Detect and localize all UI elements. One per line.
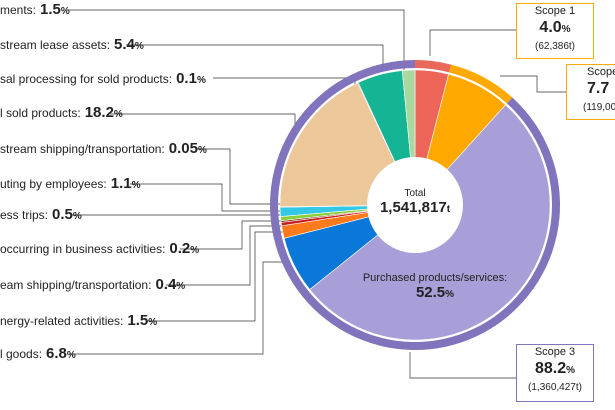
left-label-text: sal processing for sold products: xyxy=(0,72,173,86)
left-label: stream shipping/transportation: 0.05% xyxy=(0,141,207,159)
left-label-unit: % xyxy=(148,317,158,328)
scope1-unit: % xyxy=(561,24,571,35)
left-label-unit: % xyxy=(66,350,76,361)
left-label-value: 6.8 xyxy=(46,345,67,362)
left-label-value: 18.2 xyxy=(84,104,114,121)
left-label-text: eam shipping/transportation: xyxy=(0,278,152,292)
purchased-products-unit: % xyxy=(445,289,455,300)
scope3-title: Scope 3 xyxy=(534,346,576,358)
left-label-unit: % xyxy=(197,145,207,156)
scope1-box: Scope 1 4.0% (62,386t) xyxy=(516,3,594,59)
scope2-title: Scope xyxy=(587,66,615,78)
left-label: uting by employees: 1.1% xyxy=(0,176,141,194)
left-label-value: 5.4 xyxy=(114,36,135,53)
left-label-unit: % xyxy=(60,6,70,17)
purchased-products-value: 52.5 xyxy=(415,284,446,301)
total-value: 1,541,817 xyxy=(379,199,447,216)
left-label-value: 0.5 xyxy=(52,206,73,223)
left-label: stream lease assets: 5.4% xyxy=(0,37,144,55)
left-label-value: 0.05 xyxy=(168,140,198,157)
left-label: l goods: 6.8% xyxy=(0,346,76,364)
left-label-unit: % xyxy=(134,41,144,52)
scope2-value: 7.7 xyxy=(587,80,610,97)
left-label: sal processing for sold products: 0.1% xyxy=(0,71,206,89)
left-label-text: ments: xyxy=(0,3,37,17)
leader-line xyxy=(180,220,285,250)
left-label: nergy-related activities: 1.5% xyxy=(0,313,157,331)
leader-line xyxy=(409,352,516,379)
left-label-unit: % xyxy=(72,211,82,222)
scope3-box: Scope 3 88.2% (1,360,427t) xyxy=(516,344,594,402)
scope1-tons: (62,386t) xyxy=(534,41,576,52)
leader-line xyxy=(146,231,285,322)
leader-line xyxy=(126,44,384,70)
left-label-text: stream lease assets: xyxy=(0,38,111,52)
left-label-text: uting by employees: xyxy=(0,177,107,191)
scope-ring-segment xyxy=(415,60,452,73)
purchased-products-name: Purchased products/services: xyxy=(362,272,508,284)
left-label-text: occurring in business activities: xyxy=(0,242,166,256)
leader-line xyxy=(166,225,285,286)
left-label-text: ess trips: xyxy=(0,208,49,222)
left-label-unit: % xyxy=(113,109,123,120)
left-label-unit: % xyxy=(196,75,206,86)
total-unit: t xyxy=(446,204,451,215)
scope3-value: 88.2 xyxy=(534,360,567,377)
scope1-title: Scope 1 xyxy=(534,5,576,17)
left-label: l sold products: 18.2% xyxy=(0,105,123,123)
scope-ring-segment xyxy=(449,64,513,104)
scope3-tons: (1,360,427t) xyxy=(528,382,582,393)
leader-line xyxy=(196,148,285,205)
scope2-tons: (119,00 xyxy=(583,102,615,113)
scope3-unit: % xyxy=(566,365,576,376)
left-label: ess trips: 0.5% xyxy=(0,207,82,225)
purchased-products-label: Purchased products/services: 52.5% xyxy=(340,272,530,301)
left-label-text: stream shipping/transportation: xyxy=(0,142,165,156)
left-label: ments: 1.5% xyxy=(0,2,70,20)
leader-line xyxy=(429,29,516,56)
leader-line xyxy=(130,183,285,212)
total-title: Total xyxy=(404,188,426,199)
leader-line xyxy=(68,9,405,70)
total-label: Total 1,541,817t xyxy=(370,188,460,219)
leader-line xyxy=(500,75,566,93)
left-label-text: l sold products: xyxy=(0,106,81,120)
left-label-unit: % xyxy=(131,180,141,191)
left-label-unit: % xyxy=(190,245,200,256)
left-label-value: 0.4 xyxy=(155,276,177,293)
left-label-value: 1.1 xyxy=(110,175,132,192)
leader-line xyxy=(110,113,296,130)
left-label-value: 1.5 xyxy=(40,1,61,18)
scope2-box: Scope 7.7 (119,00 xyxy=(566,64,615,120)
left-label-text: l goods: xyxy=(0,347,43,361)
left-label-value: 0.1 xyxy=(176,70,197,87)
scope1-value: 4.0 xyxy=(539,19,562,36)
left-label-text: nergy-related activities: xyxy=(0,314,124,328)
center-disc xyxy=(367,157,463,253)
leader-line xyxy=(70,261,285,355)
left-label-value: 1.5 xyxy=(127,312,149,329)
left-label: occurring in business activities: 0.2% xyxy=(0,241,199,259)
left-label: eam shipping/transportation: 0.4% xyxy=(0,277,185,295)
left-label-unit: % xyxy=(176,281,186,292)
left-label-value: 0.2 xyxy=(169,240,191,257)
